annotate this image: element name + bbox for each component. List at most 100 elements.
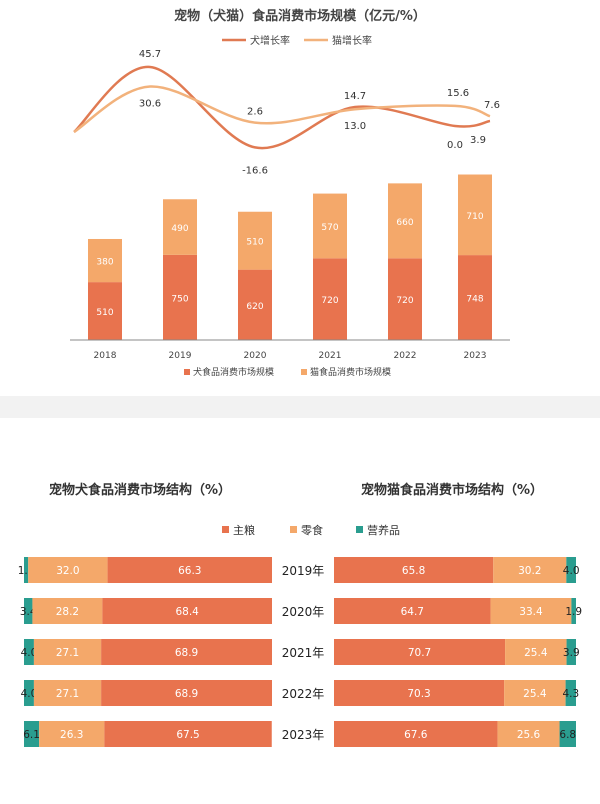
cat-growth-label-2021: 13.0: [344, 121, 366, 132]
dog-growth-label-2019: 45.7: [139, 49, 161, 60]
year-label-2021年: 2021年: [282, 646, 325, 660]
legend-swatch-cat-food: [301, 369, 307, 375]
bar-label-cat-food-2021: 570: [321, 223, 338, 233]
bar-label-cat-food-2022: 660: [396, 218, 413, 228]
dog-bar-营养品-2021年: [24, 639, 34, 665]
bar-dog-food-2018: [88, 282, 122, 340]
dog-label-营养品-2023年: 6.1: [23, 729, 40, 741]
cat-bar-营养品-2022年: [565, 680, 576, 706]
bar-cat-food-2023: [458, 174, 492, 256]
cat-label-零食-2023年: 25.6: [517, 729, 541, 741]
cat-bar-营养品-2021年: [566, 639, 576, 665]
dog-label-营养品-2021年: 4.0: [21, 647, 38, 659]
cat-growth-label-2023: 7.6: [484, 100, 500, 111]
dog-structure-title: 宠物犬食品消费市场结构（%）: [49, 482, 231, 498]
dog-bar-零食-2023年: [39, 721, 105, 747]
bar-dog-food-2020: [238, 269, 272, 340]
cat-bar-主粮-2023年: [334, 721, 498, 747]
x-tick-2022: 2022: [394, 351, 417, 361]
bar-cat-food-2022: [388, 183, 422, 259]
bar-label-dog-food-2020: 620: [246, 302, 263, 312]
legend-label-snack: 零食: [301, 523, 323, 537]
dog-growth-label-2023: 3.9: [470, 135, 486, 146]
dog-bar-营养品-2020年: [24, 598, 33, 624]
bar-cat-food-2018: [88, 238, 122, 283]
cat-label-主粮-2022年: 70.3: [407, 688, 430, 700]
dog-bar-零食-2020年: [32, 598, 103, 624]
cat-bar-主粮-2021年: [334, 639, 506, 665]
legend-label-staple: 主粮: [233, 523, 255, 537]
cat-bar-零食-2021年: [505, 639, 567, 665]
dog-growth-label-2022: 0.0: [447, 140, 463, 151]
market-size-chart-panel: 宠物（犬猫）食品消费市场规模（亿元/%） 犬增长率 猫增长率 45.7 -16.6…: [0, 0, 600, 396]
cat-structure-title: 宠物猫食品消费市场结构（%）: [361, 482, 543, 498]
legend-swatch-snack: [290, 526, 297, 533]
line-dog-growth: [73, 65, 491, 150]
structure-charts-panel: 宠物犬食品消费市场结构（%） 宠物猫食品消费市场结构（%） 主粮 零食 营养品 …: [0, 418, 600, 800]
bar-label-dog-food-2018: 510: [96, 308, 113, 318]
cat-bar-营养品-2023年: [559, 721, 576, 747]
x-tick-2019: 2019: [169, 351, 192, 361]
dog-growth-label-2021: 14.7: [344, 91, 366, 102]
dog-label-主粮-2023年: 67.5: [176, 729, 199, 741]
bar-label-dog-food-2023: 748: [466, 295, 483, 305]
dog-label-主粮-2020年: 68.4: [175, 606, 199, 618]
cat-bar-零食-2020年: [490, 598, 572, 624]
dog-bar-零食-2019年: [28, 557, 108, 583]
cat-label-主粮-2019年: 65.8: [402, 565, 425, 577]
bar-cat-food-2019: [163, 199, 197, 255]
year-label-2019年: 2019年: [282, 564, 325, 578]
cat-label-营养品-2020年: 1.9: [565, 606, 582, 618]
year-label-2023年: 2023年: [282, 728, 325, 742]
bar-label-cat-food-2023: 710: [466, 212, 483, 222]
dog-bar-主粮-2019年: [107, 557, 273, 583]
bar-label-cat-food-2019: 490: [171, 224, 188, 234]
dog-label-零食-2023年: 26.3: [60, 729, 83, 741]
cat-label-主粮-2021年: 70.7: [408, 647, 431, 659]
dog-label-主粮-2019年: 66.3: [178, 565, 201, 577]
cat-bar-零食-2019年: [493, 557, 567, 583]
dog-label-零食-2019年: 32.0: [56, 565, 79, 577]
cat-label-营养品-2019年: 4.0: [563, 565, 580, 577]
dog-bar-营养品-2023年: [24, 721, 40, 747]
bar-label-cat-food-2020: 510: [246, 238, 263, 248]
dog-bar-主粮-2023年: [104, 721, 272, 747]
cat-label-零食-2022年: 25.4: [523, 688, 547, 700]
cat-bar-零食-2023年: [497, 721, 560, 747]
market-size-chart: 宠物（犬猫）食品消费市场规模（亿元/%） 犬增长率 猫增长率 45.7 -16.6…: [70, 8, 510, 378]
cat-label-零食-2020年: 33.4: [519, 606, 543, 618]
legend-label-cat-growth: 猫增长率: [332, 34, 372, 47]
legend-swatch-staple: [222, 526, 229, 533]
cat-growth-label-2020: 2.6: [247, 107, 263, 118]
legend-swatch-supplement: [356, 526, 363, 533]
dog-label-零食-2020年: 28.2: [56, 606, 79, 618]
legend-swatch-dog-food: [184, 369, 190, 375]
bar-dog-food-2021: [313, 258, 347, 340]
bar-cat-food-2020: [238, 211, 272, 270]
section-divider: [0, 396, 600, 418]
dog-bar-零食-2021年: [33, 639, 102, 665]
cat-bar-主粮-2020年: [334, 598, 491, 624]
bar-cat-food-2021: [313, 193, 347, 259]
legend-label-dog-growth: 犬增长率: [250, 34, 290, 47]
bar-label-dog-food-2022: 720: [396, 296, 413, 306]
dog-bar-主粮-2020年: [102, 598, 272, 624]
cat-bar-主粮-2022年: [334, 680, 505, 706]
bar-legend: 犬食品消费市场规模 猫食品消费市场规模: [184, 366, 391, 378]
x-tick-2020: 2020: [244, 351, 267, 361]
bar-dog-food-2023: [458, 255, 492, 340]
x-tick-2021: 2021: [319, 351, 342, 361]
dog-label-主粮-2021年: 68.9: [175, 647, 198, 659]
cat-bar-营养品-2020年: [571, 598, 576, 624]
dog-label-零食-2021年: 27.1: [56, 647, 79, 659]
chart-title: 宠物（犬猫）食品消费市场规模（亿元/%）: [174, 8, 426, 24]
bar-dog-food-2019: [163, 254, 197, 340]
dog-bar-主粮-2022年: [101, 680, 273, 706]
year-label-2020年: 2020年: [282, 605, 325, 619]
bar-label-cat-food-2018: 380: [96, 258, 113, 268]
year-label-2022年: 2022年: [282, 687, 325, 701]
cat-bar-营养品-2019年: [566, 557, 576, 583]
cat-bar-零食-2022年: [504, 680, 566, 706]
structure-legend: 主粮 零食 营养品: [222, 523, 400, 537]
dog-bar-零食-2022年: [33, 680, 102, 706]
